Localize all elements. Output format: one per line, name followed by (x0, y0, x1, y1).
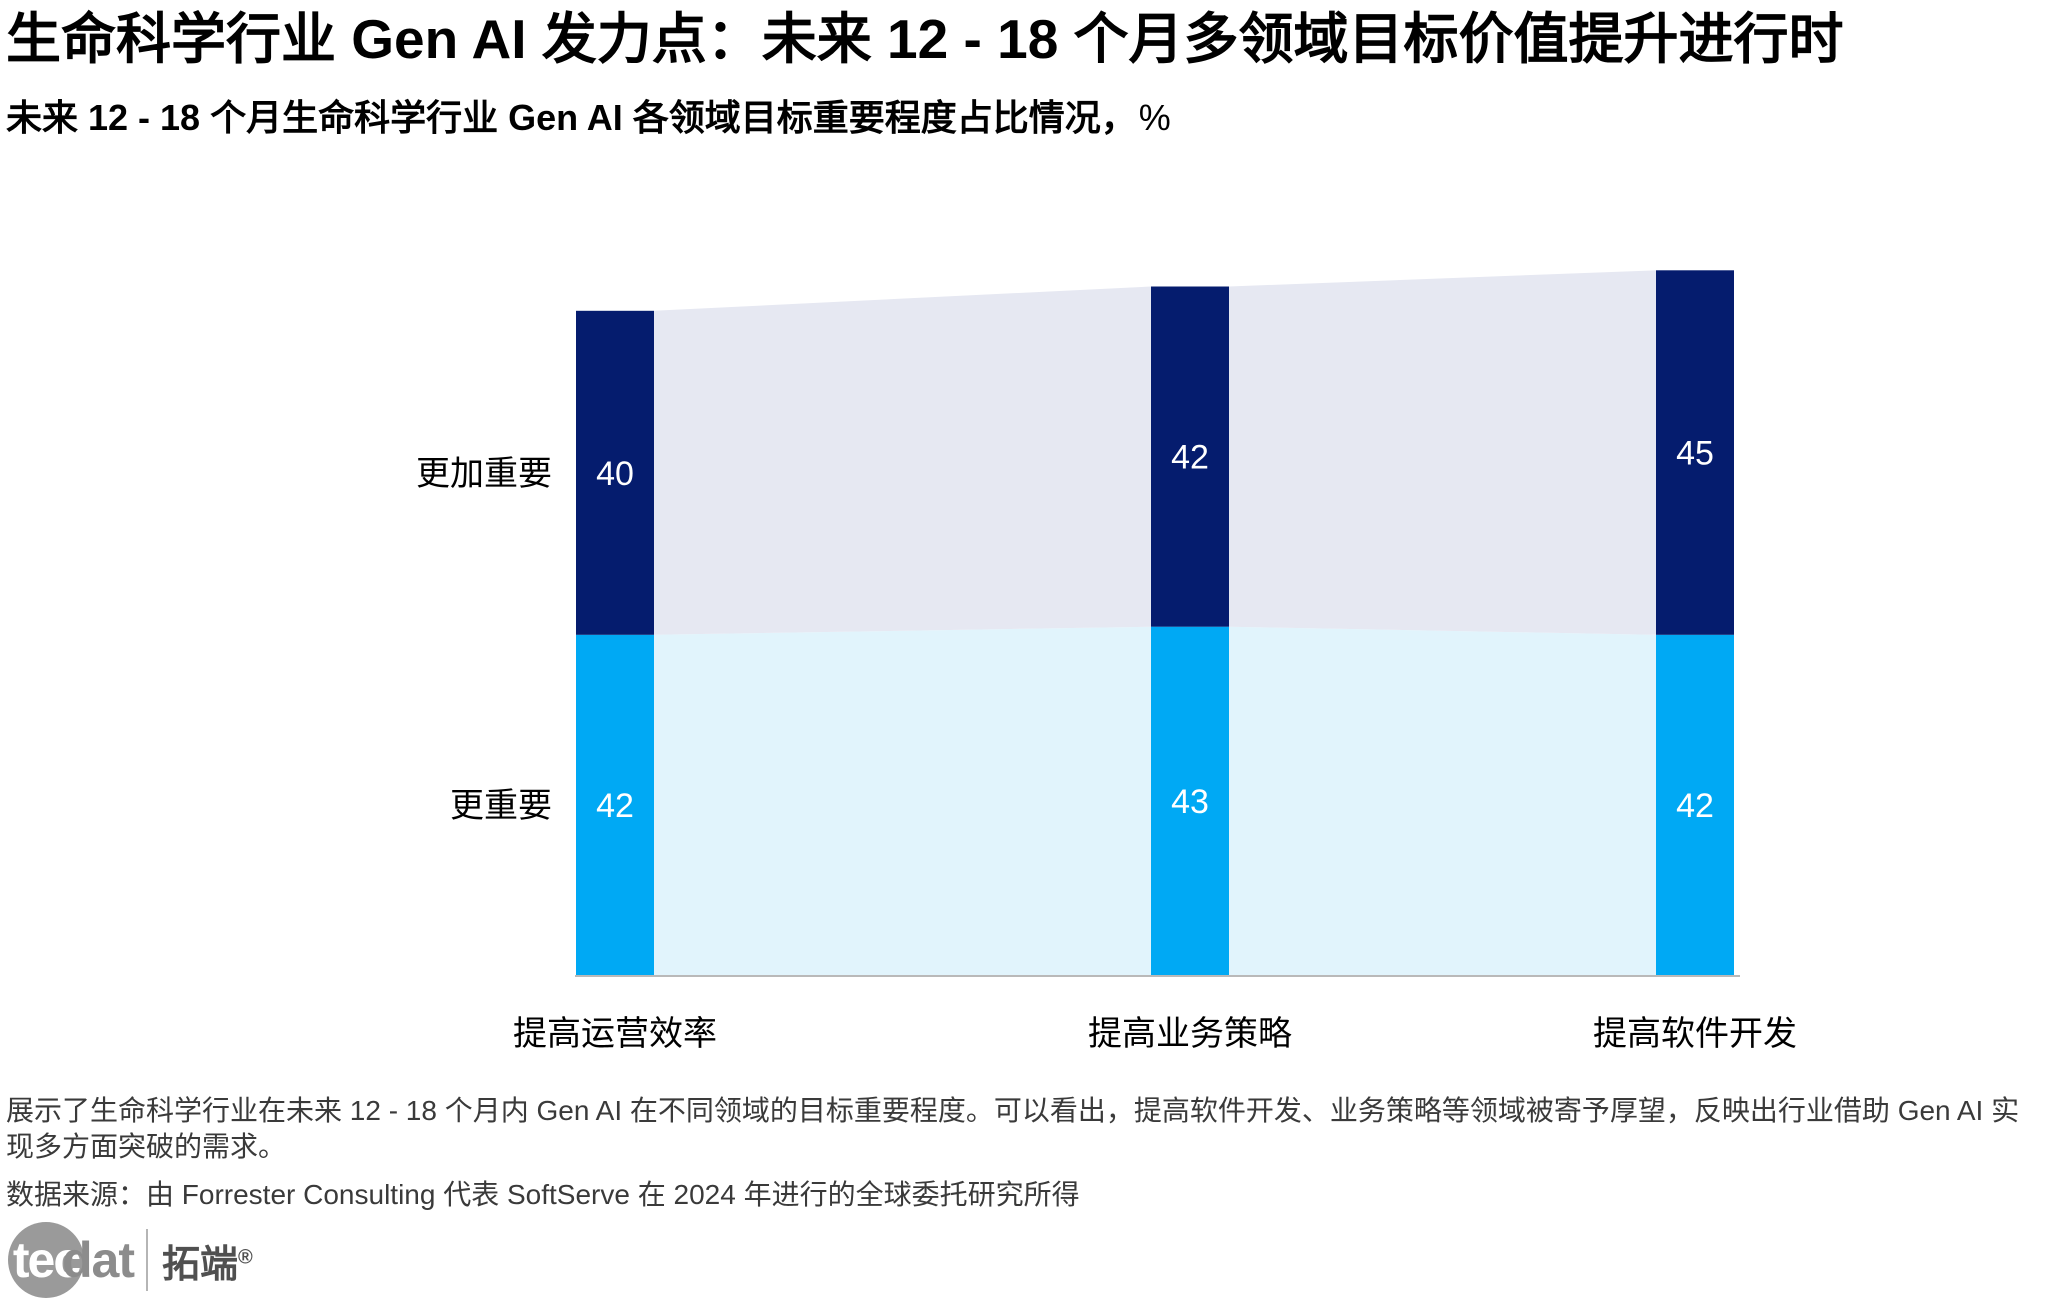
bar-segment (1151, 286, 1229, 627)
connector-band (1229, 626, 1656, 975)
stacked-bar-chart: 42 43 42 40 42 45 提高运营效率 提高业务策略 提高软件开发 更重要 更加重要 (416, 270, 1797, 1053)
bar-segment (1656, 270, 1734, 635)
category-label: 提高软件开发 (1593, 1015, 1797, 1053)
brand-logo: tec dat 拓端® (8, 1222, 253, 1298)
data-label: 42 (1676, 787, 1714, 825)
bar-segment (576, 634, 654, 975)
logo-mark: tec dat (8, 1222, 135, 1298)
data-label: 40 (596, 455, 634, 493)
chart-subtitle: 未来 12 - 18 个月生命科学行业 Gen AI 各领域目标重要程度占比情况… (6, 95, 1171, 141)
data-label: 45 (1676, 435, 1714, 473)
logo-cn-text: 拓端 (162, 1243, 239, 1286)
data-label: 42 (1171, 439, 1209, 477)
connector-band (654, 626, 1151, 975)
logo-badge: tec (8, 1222, 84, 1298)
logo-divider (146, 1229, 148, 1291)
logo-chinese-name: 拓端® (162, 1233, 253, 1288)
legend-label: 更重要 (450, 787, 552, 825)
subtitle-text: 未来 12 - 18 个月生命科学行业 Gen AI 各领域目标重要程度占比情况… (6, 97, 1137, 138)
category-label: 提高业务策略 (1088, 1015, 1292, 1053)
bar-segment (1656, 634, 1734, 975)
chart-note: 展示了生命科学行业在未来 12 - 18 个月内 Gen AI 在不同领域的目标… (6, 1095, 2020, 1162)
legend-label: 更加重要 (416, 455, 552, 493)
logo-word: dat (62, 1232, 135, 1288)
data-source: 数据来源：由 Forrester Consulting 代表 SoftServe… (6, 1179, 1080, 1210)
connector-band (1229, 270, 1656, 635)
chart-title: 生命科学行业 Gen AI 发力点：未来 12 - 18 个月多领域目标价值提升… (6, 8, 1844, 70)
registered-mark: ® (238, 1245, 253, 1268)
category-label: 提高运营效率 (513, 1015, 717, 1053)
data-label: 42 (596, 787, 634, 825)
data-label: 43 (1171, 783, 1209, 821)
subtitle-unit: % (1138, 97, 1171, 138)
bar-segment (1151, 626, 1229, 975)
connector-band (654, 286, 1151, 635)
bar-segment (576, 310, 654, 635)
